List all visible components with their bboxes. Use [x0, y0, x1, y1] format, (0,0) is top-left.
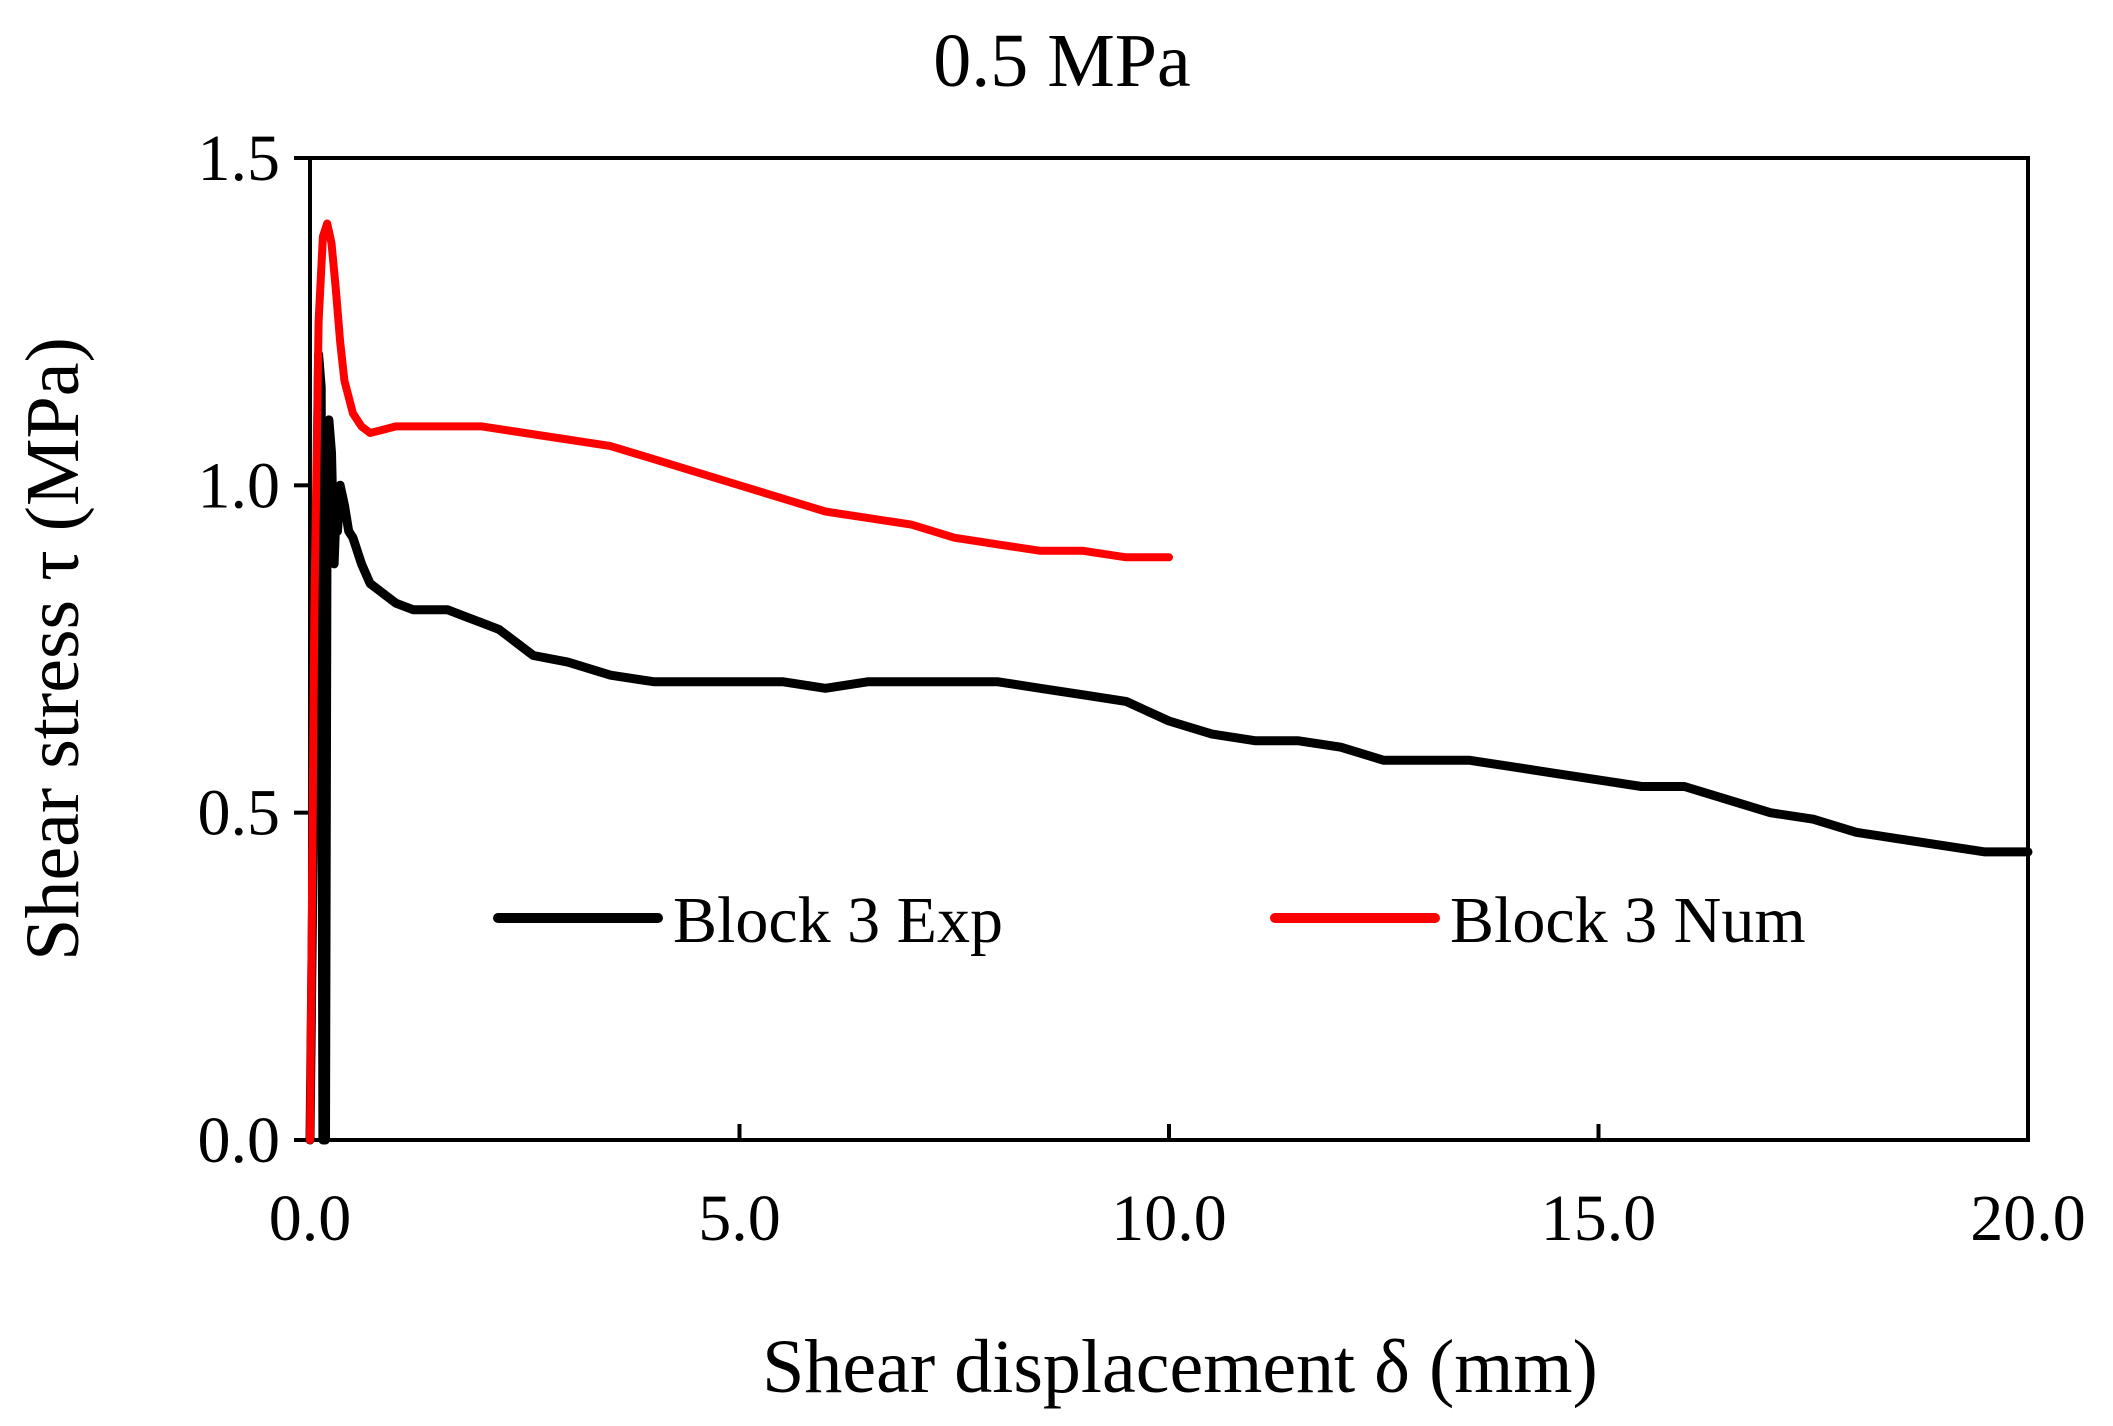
y-tick-label: 0.5	[198, 777, 281, 850]
legend-label: Block 3 Num	[1450, 884, 1806, 957]
series-lines	[305, 219, 2033, 1145]
x-tick-label: 20.0	[1970, 1182, 2086, 1255]
axis-ticks: 0.0 5.0 10.0 15.0 20.0 0.0 0.5 1.0 1.5	[198, 122, 2086, 1255]
y-tick-label: 1.5	[198, 122, 281, 195]
y-tick-label: 0.0	[198, 1104, 281, 1177]
plot-frame	[308, 156, 2030, 1142]
y-axis-title: Shear stress τ (MPa)	[11, 337, 95, 961]
x-tick-label: 15.0	[1541, 1182, 1657, 1255]
chart-title: 0.5 MPa	[933, 19, 1191, 103]
x-axis-title: Shear displacement δ (mm)	[762, 1325, 1598, 1409]
x-tick-label: 5.0	[698, 1182, 781, 1255]
series-line-block-3-exp	[305, 349, 2033, 1145]
legend: Block 3 Exp Block 3 Num	[493, 884, 1806, 957]
series-line-block-3-num	[306, 219, 1173, 1144]
y-tick-label: 1.0	[198, 449, 281, 522]
x-tick-label: 0.0	[269, 1182, 352, 1255]
x-tick-label: 10.0	[1111, 1182, 1227, 1255]
legend-label: Block 3 Exp	[673, 884, 1003, 957]
